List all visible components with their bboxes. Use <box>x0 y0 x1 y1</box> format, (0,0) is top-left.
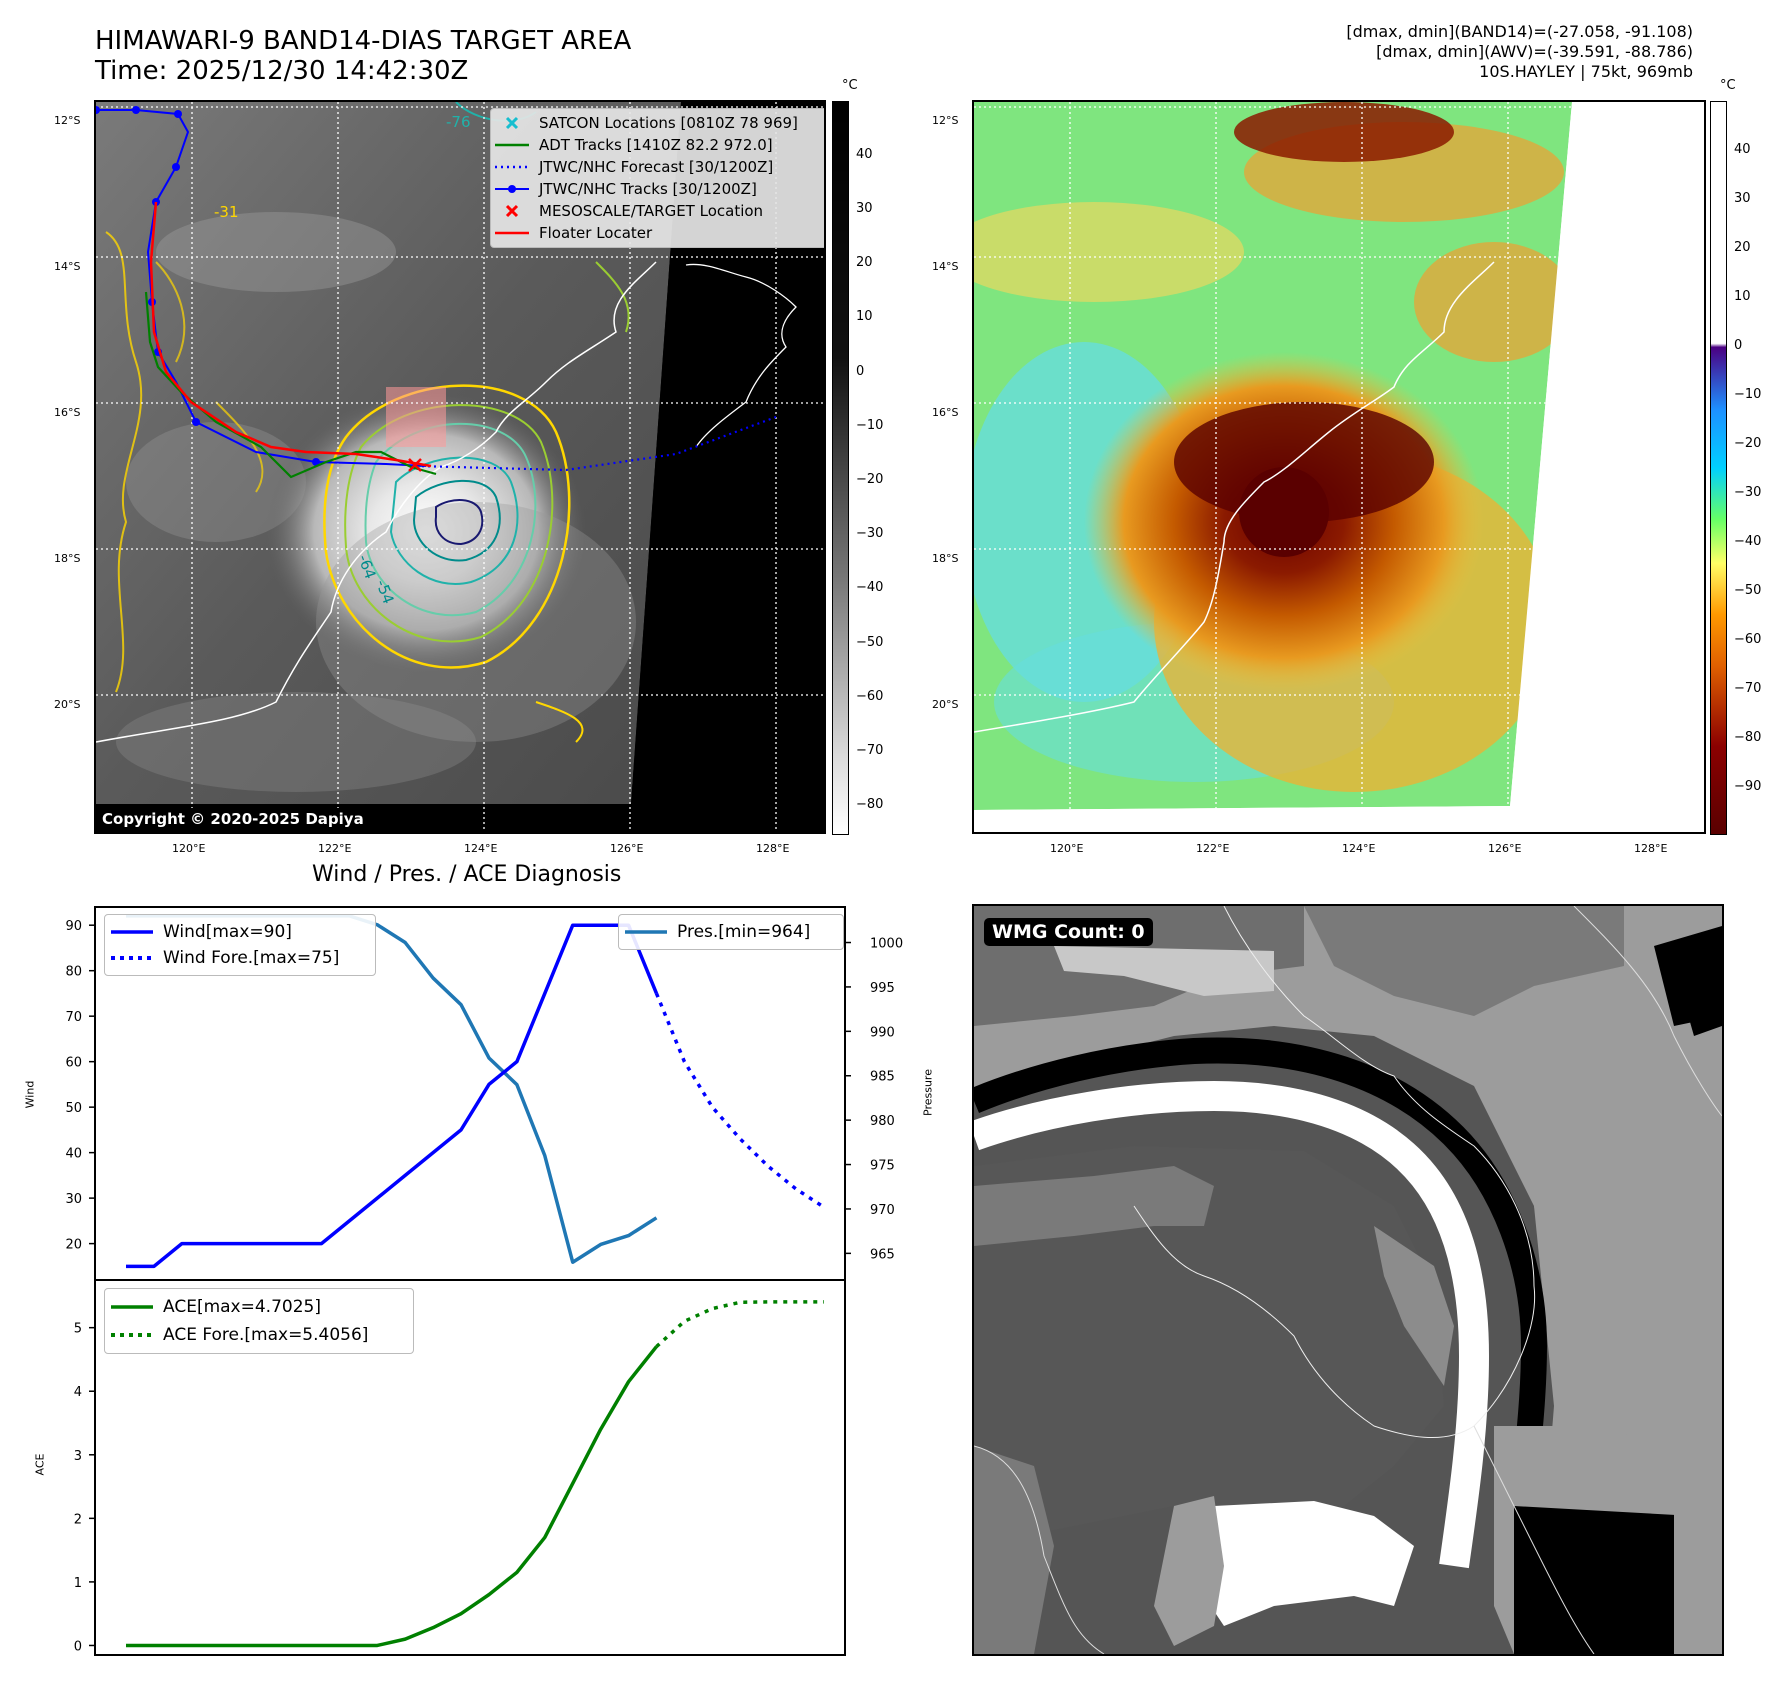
lat-label: 14°S <box>54 260 81 273</box>
wind-tick-label: 50 <box>65 1101 82 1116</box>
legend-item-wind: Wind[max=90] <box>111 919 369 945</box>
legend-item-satcon: SATCON Locations [0810Z 78 969] <box>495 112 823 134</box>
ace-tick-label: 2 <box>74 1512 82 1527</box>
colorbar2 <box>1710 101 1727 835</box>
legend-item-jtwc-tracks: JTWC/NHC Tracks [30/1200Z] <box>495 178 823 200</box>
lon-label: 128°E <box>756 842 790 855</box>
lon-label: 126°E <box>1488 842 1522 855</box>
lon-label: 124°E <box>1342 842 1376 855</box>
lat-label: 16°S <box>54 406 81 419</box>
dotted-line-icon <box>111 1332 153 1338</box>
ir-map-image: -31 -76 -64 -54 <box>96 102 824 832</box>
pressure-tick-label: 970 <box>870 1203 895 1218</box>
line-icon <box>495 230 529 236</box>
x-marker-icon <box>495 116 529 130</box>
pressure-tick-label: 985 <box>870 1070 895 1085</box>
storm-info: 10S.HAYLEY | 75kt, 969mb <box>1479 62 1693 81</box>
legend-item-adt: ADT Tracks [1410Z 82.2 972.0] <box>495 134 823 156</box>
wind-tick-label: 70 <box>65 1010 82 1025</box>
legend-item-ace: ACE[max=4.7025] <box>111 1293 407 1321</box>
ir-map-panel: -31 -76 -64 -54 Copyright © 2020-2025 Da… <box>94 100 826 834</box>
contour-label-76: -76 <box>446 113 471 131</box>
legend-item-floater: Floater Locater <box>495 222 823 244</box>
line-icon <box>111 929 153 935</box>
diagnosis-chart: 20 30 40 50 60 70 80 90 965 970 975 980 985 990 995 10… <box>65 906 903 1656</box>
lat-label: 16°S <box>932 406 959 419</box>
wind-axis-title: Wind <box>23 1080 37 1109</box>
wmg-panel: WMG Count: 0 <box>972 904 1724 1656</box>
lat-label: 20°S <box>54 698 81 711</box>
legend-item-mesoscale: MESOSCALE/TARGET Location <box>495 200 823 222</box>
ace-legend: ACE[max=4.7025] ACE Fore.[max=5.4056] <box>104 1288 414 1354</box>
colorbar1 <box>832 101 849 835</box>
wind-tick-label: 60 <box>65 1056 82 1071</box>
lat-label: 14°S <box>932 260 959 273</box>
map-legend: SATCON Locations [0810Z 78 969] ADT Trac… <box>490 108 824 248</box>
contour-label-31: -31 <box>214 203 239 221</box>
pressure-tick-label: 990 <box>870 1025 895 1040</box>
figure-time: Time: 2025/12/30 14:42:30Z <box>95 56 469 86</box>
lat-label: 12°S <box>54 114 81 127</box>
ace-axis-title: ACE <box>33 1453 47 1476</box>
wind-tick-label: 30 <box>65 1192 82 1207</box>
lon-label: 122°E <box>318 842 352 855</box>
legend-item-pressure: Pres.[min=964] <box>625 919 837 945</box>
wind-series-line <box>126 923 659 1269</box>
legend-item-wind-forecast: Wind Fore.[max=75] <box>111 945 369 971</box>
line-icon <box>495 142 529 148</box>
ace-tick-label: 3 <box>74 1449 82 1464</box>
ace-tick-label: 4 <box>74 1385 82 1400</box>
line-icon <box>111 1304 153 1310</box>
dotted-line-icon <box>495 164 529 170</box>
lat-label: 12°S <box>932 114 959 127</box>
wind-tick-label: 90 <box>65 919 82 934</box>
color-map-image <box>974 102 1704 832</box>
pressure-axis-title: Pressure <box>921 1069 935 1116</box>
lat-label: 18°S <box>54 552 81 565</box>
stats-band14: [dmax, dmin](BAND14)=(-27.058, -91.108) <box>1346 22 1693 41</box>
wind-tick-label: 20 <box>65 1238 82 1253</box>
pressure-legend: Pres.[min=964] <box>618 914 844 950</box>
colorbar1-unit: °C <box>842 78 858 93</box>
legend-item-ace-forecast: ACE Fore.[max=5.4056] <box>111 1321 407 1349</box>
line-icon <box>625 929 667 935</box>
ace-forecast-series-line <box>655 1300 824 1348</box>
pressure-tick-label: 975 <box>870 1159 895 1174</box>
diagnosis-title: Wind / Pres. / ACE Diagnosis <box>312 862 622 887</box>
legend-item-jtwc-forecast: JTWC/NHC Forecast [30/1200Z] <box>495 156 823 178</box>
line-dot-icon <box>495 184 529 194</box>
wmg-count-badge: WMG Count: 0 <box>984 918 1153 946</box>
wind-legend: Wind[max=90] Wind Fore.[max=75] <box>104 914 376 976</box>
wind-tick-label: 40 <box>65 1147 82 1162</box>
pressure-tick-label: 965 <box>870 1247 895 1262</box>
x-marker-icon <box>495 204 529 218</box>
pressure-tick-label: 980 <box>870 1114 895 1129</box>
wind-tick-label: 80 <box>65 965 82 980</box>
lat-label: 18°S <box>932 552 959 565</box>
colorbar2-unit: °C <box>1720 78 1736 93</box>
wind-forecast-series-line <box>654 992 825 1209</box>
lat-label: 20°S <box>932 698 959 711</box>
pressure-tick-label: 1000 <box>870 937 903 952</box>
lon-label: 124°E <box>464 842 498 855</box>
ace-tick-label: 1 <box>74 1576 82 1591</box>
lon-label: 122°E <box>1196 842 1230 855</box>
ace-tick-label: 5 <box>74 1322 82 1337</box>
color-map-panel <box>972 100 1706 834</box>
dotted-line-icon <box>111 955 153 961</box>
lon-label: 120°E <box>1050 842 1084 855</box>
wmg-image <box>974 906 1722 1654</box>
lon-label: 126°E <box>610 842 644 855</box>
lon-label: 120°E <box>172 842 206 855</box>
lon-label: 128°E <box>1634 842 1668 855</box>
ace-series-line <box>126 1345 658 1648</box>
figure-title: HIMAWARI-9 BAND14-DIAS TARGET AREA <box>95 26 632 56</box>
ace-tick-label: 0 <box>74 1639 82 1654</box>
pressure-tick-label: 995 <box>870 981 895 996</box>
stats-awv: [dmax, dmin](AWV)=(-39.591, -88.786) <box>1376 42 1693 61</box>
copyright-badge: Copyright © 2020-2025 Dapiya <box>96 808 370 830</box>
